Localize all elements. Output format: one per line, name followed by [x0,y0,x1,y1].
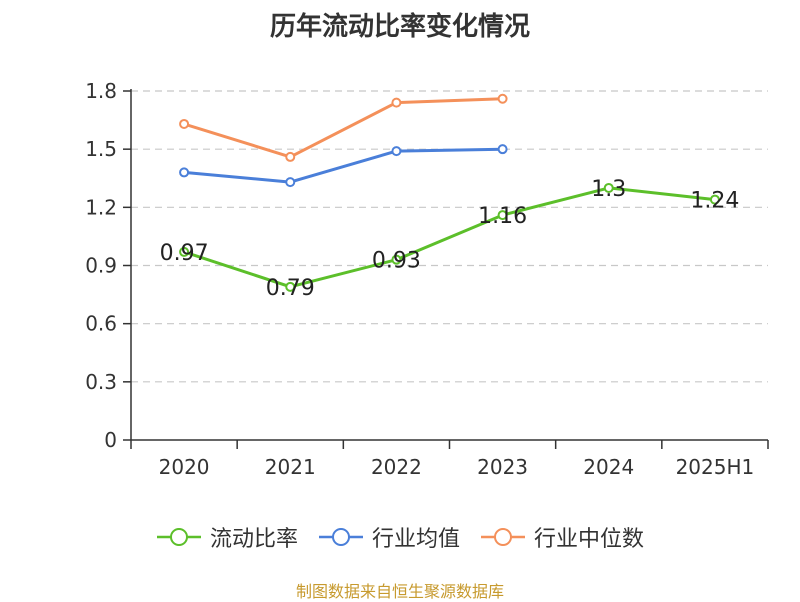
data-label: 0.97 [160,241,209,266]
legend-swatch [481,528,525,546]
data-point [179,246,190,257]
data-point [285,177,296,188]
series-line-0 [183,186,716,289]
data-point [285,151,296,162]
y-tick-label: 0.3 [85,370,117,394]
chart-title: 历年流动比率变化情况 [269,12,530,42]
y-tick-label: 0.6 [85,312,117,336]
legend-label: 流动比率 [209,527,298,552]
legend-item[interactable]: 行业中位数 [480,521,644,553]
legend-item[interactable]: 行业均值 [318,521,460,553]
legend-swatch [156,528,201,546]
data-point [497,210,508,221]
series-line-1 [183,147,503,184]
data-point [179,118,190,129]
y-tick-label: 1.5 [85,137,117,161]
legend-marker [331,528,350,546]
x-tick-label: 2025H1 [676,455,755,479]
x-tick-label: 2021 [265,455,316,479]
y-tick-label: 1.8 [85,79,117,103]
data-label: 0.79 [266,276,315,301]
data-point [497,93,508,104]
legend-label: 行业均值 [371,527,460,552]
x-tick-label: 2022 [371,455,422,479]
y-tick-label: 1.2 [85,195,117,219]
y-tick-label: 0.9 [85,254,117,278]
source-note: 制图数据来自恒生聚源数据库 [295,582,504,601]
y-tick-label: 0 [104,428,117,452]
data-label: 1.3 [591,177,626,202]
x-tick-label: 2023 [477,455,528,479]
data-point [391,146,402,157]
legend-swatch [318,528,363,546]
data-point [179,167,190,178]
x-tick-label: 2020 [159,455,210,479]
series-lines [179,93,720,292]
series-line-2 [183,97,503,159]
legend: 流动比率 行业均值 行业中位数 [0,520,800,554]
x-tick-label: 2024 [583,455,634,479]
data-label: 1.24 [690,189,739,214]
legend-marker [494,528,512,546]
data-label: 1.16 [478,204,527,229]
legend-label: 行业中位数 [534,527,645,552]
data-label: 0.93 [372,249,421,274]
data-point [391,97,402,108]
data-point [285,281,296,292]
axes: 0 0.3 0.6 0.9 1.2 1.5 1.8 2020 2021 2022 2023 2024 2… [85,79,769,479]
data-point [391,254,402,265]
legend-item[interactable]: 流动比率 [156,521,298,553]
data-point [603,182,614,193]
data-labels: 0.97 0.79 0.93 1.16 1.3 1.24 [160,177,740,301]
data-point [497,144,508,155]
legend-marker [169,528,188,546]
data-point [709,194,720,205]
